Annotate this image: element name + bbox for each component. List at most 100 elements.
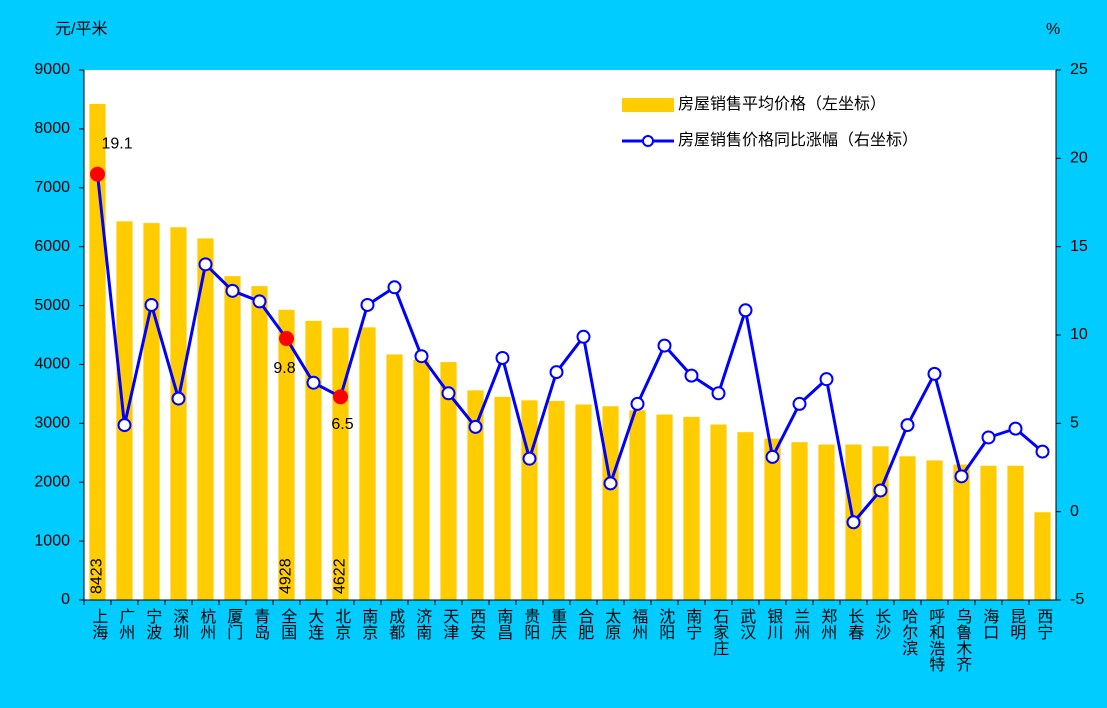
line-marker (603, 476, 618, 491)
line-marker (711, 386, 726, 401)
bar-value-label: 4928 (278, 558, 295, 594)
line-value-label: 19.1 (102, 135, 133, 152)
x-tick-label: 大连 (305, 608, 324, 640)
line-marker (333, 389, 348, 405)
y2-tick-label: -5 (1070, 591, 1084, 608)
x-tick-label: 太原 (602, 608, 621, 640)
y-tick-label: 4000 (34, 356, 70, 373)
x-tick-label: 南昌 (494, 608, 513, 640)
y2-tick-label: 25 (1070, 61, 1088, 78)
x-tick-label: 厦门 (224, 608, 243, 641)
bar (89, 103, 106, 601)
bar (818, 444, 835, 600)
line-marker (900, 418, 915, 433)
line-marker (765, 449, 780, 464)
line-marker (225, 283, 240, 298)
line-marker (495, 350, 510, 365)
bar (278, 309, 295, 600)
y2-tick-label: 5 (1070, 415, 1079, 432)
x-tick-label: 北京 (332, 608, 351, 641)
line-marker (198, 257, 213, 272)
y2-axis-title: % (1046, 21, 1060, 38)
bar (143, 223, 160, 600)
bar (467, 390, 484, 600)
bar (521, 400, 538, 600)
line-marker (387, 280, 402, 295)
line-marker (846, 515, 861, 530)
line-marker (171, 391, 186, 406)
bar (980, 465, 997, 600)
x-tick-label: 成都 (386, 608, 405, 640)
y-tick-label: 5000 (34, 297, 70, 314)
legend-label: 房屋销售价格同比涨幅（右坐标） (678, 131, 918, 149)
line-marker (90, 166, 105, 182)
x-tick-label: 上海 (89, 608, 108, 640)
x-tick-label: 沈阳 (656, 608, 675, 640)
y2-tick-label: 20 (1070, 150, 1088, 167)
line-marker (873, 483, 888, 498)
line-marker (738, 303, 753, 318)
line-marker (279, 331, 294, 347)
x-tick-label: 长沙 (872, 608, 891, 640)
y-tick-label: 9000 (34, 61, 70, 78)
line-marker (414, 349, 429, 364)
line-marker (360, 297, 375, 312)
y-tick-label: 7000 (34, 179, 70, 196)
y2-tick-label: 0 (1070, 503, 1079, 520)
line-marker (144, 297, 159, 312)
x-tick-label: 贵阳 (521, 608, 540, 640)
bar (1007, 465, 1024, 600)
line-value-label: 9.8 (273, 360, 295, 377)
y-tick-label: 0 (61, 591, 70, 608)
bar (683, 416, 700, 600)
y-axis-title: 元/平米 (55, 20, 107, 38)
x-tick-label: 哈尔滨 (899, 608, 918, 656)
bar (710, 424, 727, 600)
bar (602, 406, 619, 600)
x-tick-label: 南京 (359, 608, 378, 641)
bar (791, 442, 808, 600)
x-tick-label: 兰州 (791, 608, 810, 640)
bar (872, 446, 889, 600)
plot-area (84, 70, 1056, 600)
bar (386, 354, 403, 600)
bar (548, 400, 565, 600)
line-marker (684, 368, 699, 383)
x-tick-label: 昆明 (1007, 608, 1025, 641)
x-tick-label: 杭州 (197, 608, 216, 640)
x-tick-label: 西宁 (1034, 608, 1053, 640)
x-tick-label: 深圳 (170, 608, 189, 640)
y-tick-label: 3000 (34, 415, 70, 432)
legend-swatch (622, 98, 674, 112)
line-marker (657, 338, 672, 353)
bar (305, 320, 322, 600)
legend-label: 房屋销售平均价格（左坐标） (678, 95, 886, 113)
bar (656, 414, 673, 600)
line-marker (468, 419, 483, 434)
bar (413, 359, 430, 600)
line-marker (576, 329, 591, 344)
line-marker (792, 396, 807, 411)
bar (197, 238, 214, 600)
bar (224, 276, 241, 600)
bar (899, 456, 916, 600)
x-tick-label: 全国 (278, 608, 297, 640)
bar (251, 286, 268, 600)
bar (926, 460, 943, 600)
bar (440, 362, 457, 600)
x-tick-label: 广州 (116, 608, 135, 640)
x-tick-label: 重庆 (548, 608, 567, 640)
x-tick-label: 济南 (413, 608, 432, 640)
x-tick-label: 天津 (440, 608, 459, 640)
x-tick-label: 西安 (467, 608, 486, 640)
line-marker (522, 451, 537, 466)
y2-tick-label: 15 (1070, 238, 1088, 255)
x-tick-label: 石家庄 (710, 608, 729, 656)
legend-marker (642, 135, 654, 147)
bar (953, 464, 970, 600)
x-tick-label: 宁波 (143, 608, 162, 640)
x-tick-label: 银川 (764, 608, 783, 640)
line-marker (117, 418, 132, 433)
x-tick-label: 郑州 (818, 608, 837, 640)
